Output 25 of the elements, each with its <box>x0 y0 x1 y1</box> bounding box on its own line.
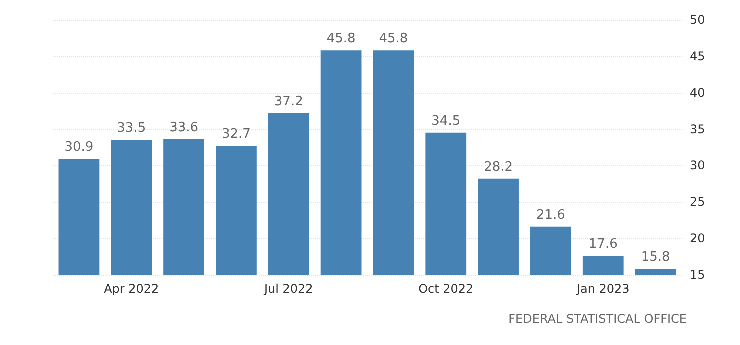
x-tick-label: Apr 2022 <box>104 282 160 296</box>
data-label: 45.8 <box>326 32 356 47</box>
x-tick-label: Jul 2022 <box>263 282 314 296</box>
data-label: 30.9 <box>64 140 94 156</box>
data-label: 33.5 <box>117 121 146 136</box>
y-tick-label: 15 <box>690 268 706 282</box>
x-tick-label: Jan 2023 <box>576 282 630 296</box>
data-label: 33.6 <box>170 120 199 136</box>
data-label: 28.2 <box>484 160 514 175</box>
y-tick-label: 40 <box>690 86 706 100</box>
y-tick-label: 50 <box>690 13 706 27</box>
data-label: 17.6 <box>588 237 618 252</box>
y-tick-label: 30 <box>690 158 706 173</box>
y-tick-label: 25 <box>690 195 706 210</box>
data-label: 21.6 <box>536 208 566 223</box>
y-tick-label: 45 <box>690 49 706 64</box>
data-label: 34.5 <box>432 114 461 129</box>
data-label: 45.8 <box>379 32 408 47</box>
y-tick-label: 20 <box>690 232 706 246</box>
data-label: 37.2 <box>274 94 304 110</box>
text: FEDERAL STATISTICAL OFFICE <box>508 312 688 326</box>
data-label: 15.8 <box>641 250 670 266</box>
data-label: 32.7 <box>222 127 251 142</box>
y-tick-label: 35 <box>690 122 706 136</box>
x-tick-label: Oct 2022 <box>418 282 474 296</box>
